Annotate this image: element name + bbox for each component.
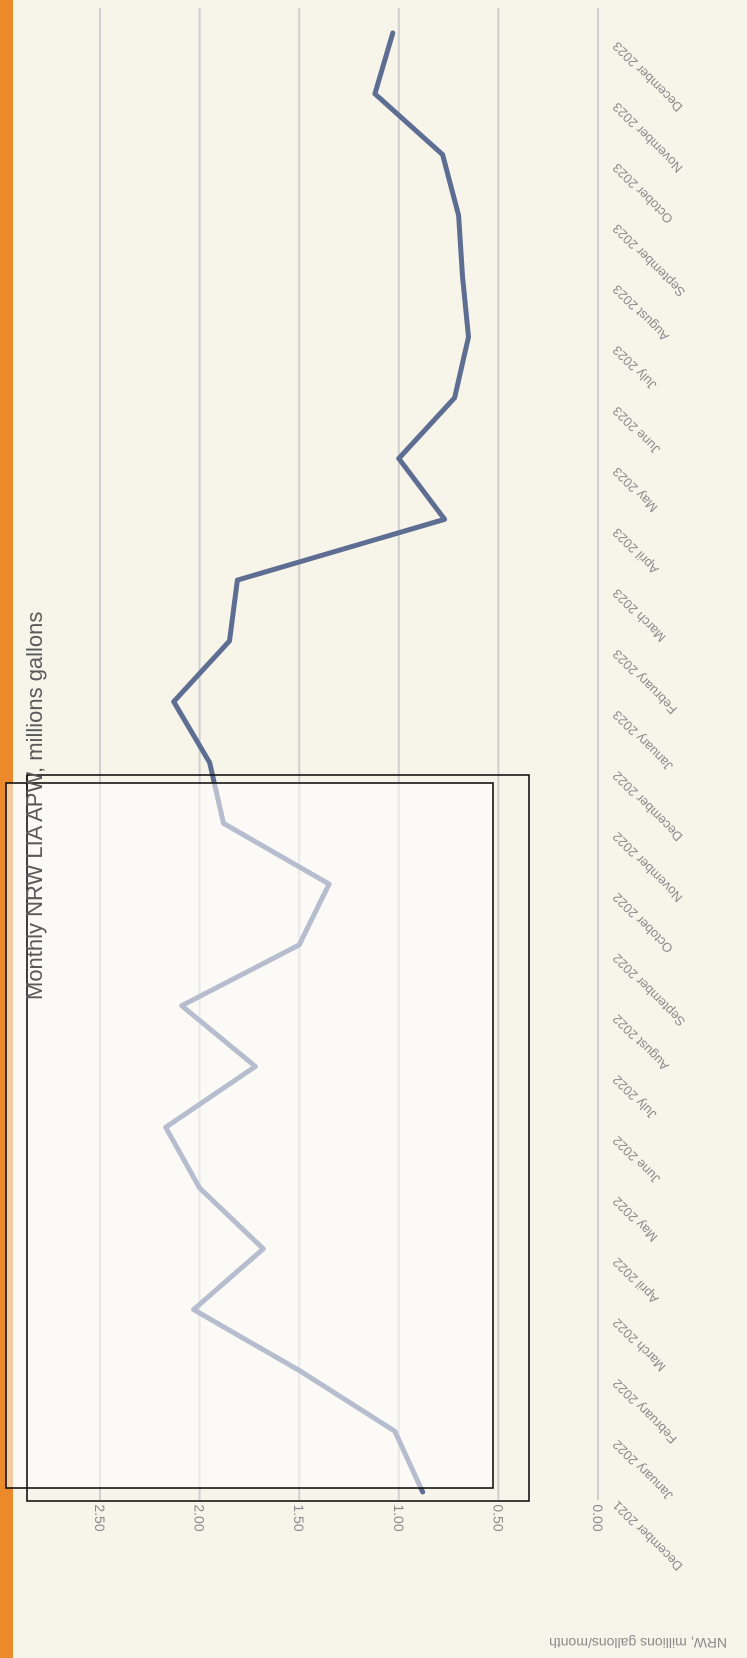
data-point [396, 456, 401, 461]
data-point [466, 334, 471, 340]
x-category-label: July 2022 [610, 1072, 660, 1122]
x-category-label: February 2022 [610, 1376, 680, 1446]
x-category-label: October 2022 [610, 890, 676, 956]
overlay-box-inner [5, 782, 494, 1489]
y-tick-label: 2.50 [92, 1504, 108, 1531]
overlay-box-inner-fill [6, 783, 493, 1488]
y-tick-label: 1.00 [391, 1504, 407, 1531]
data-point [452, 395, 457, 400]
y-tick-label: 0.50 [490, 1504, 506, 1531]
x-category-label: July 2023 [610, 343, 660, 393]
chart-title: Monthly NRW LIA APW, millions gallons [22, 612, 47, 1000]
data-point [420, 1489, 425, 1495]
data-point [390, 30, 395, 36]
x-category-label: May 2023 [610, 464, 661, 515]
x-category-label: March 2023 [610, 586, 669, 645]
x-category-label: August 2023 [610, 282, 672, 344]
data-point [372, 91, 378, 97]
data-point [227, 638, 232, 644]
x-category-label: May 2022 [610, 1194, 661, 1245]
y-axis-label: NRW, millions gallons/month [549, 1635, 727, 1651]
data-point [207, 760, 212, 765]
x-category-label: December 2021 [610, 1498, 686, 1574]
x-category-label: January 2023 [610, 708, 676, 774]
x-category-label: April 2022 [610, 1255, 662, 1307]
y-tick-label: 1.50 [291, 1504, 307, 1531]
overlay-box-outer [26, 774, 530, 1502]
data-point [456, 213, 461, 218]
x-category-label: March 2022 [610, 1316, 669, 1375]
data-point [171, 699, 176, 704]
data-point [235, 577, 240, 583]
x-category-label: June 2023 [610, 404, 664, 458]
data-point [460, 274, 465, 279]
data-point [440, 152, 445, 157]
x-category-label: April 2023 [610, 525, 662, 577]
y-tick-label: 0.00 [590, 1504, 606, 1531]
x-category-label: February 2023 [610, 647, 680, 717]
data-point [442, 517, 447, 522]
x-category-label: January 2022 [610, 1437, 676, 1503]
x-category-label: August 2022 [610, 1012, 672, 1074]
x-category-label: October 2023 [610, 160, 676, 226]
x-category-label: June 2022 [610, 1133, 664, 1187]
y-tick-label: 2.00 [192, 1504, 208, 1531]
